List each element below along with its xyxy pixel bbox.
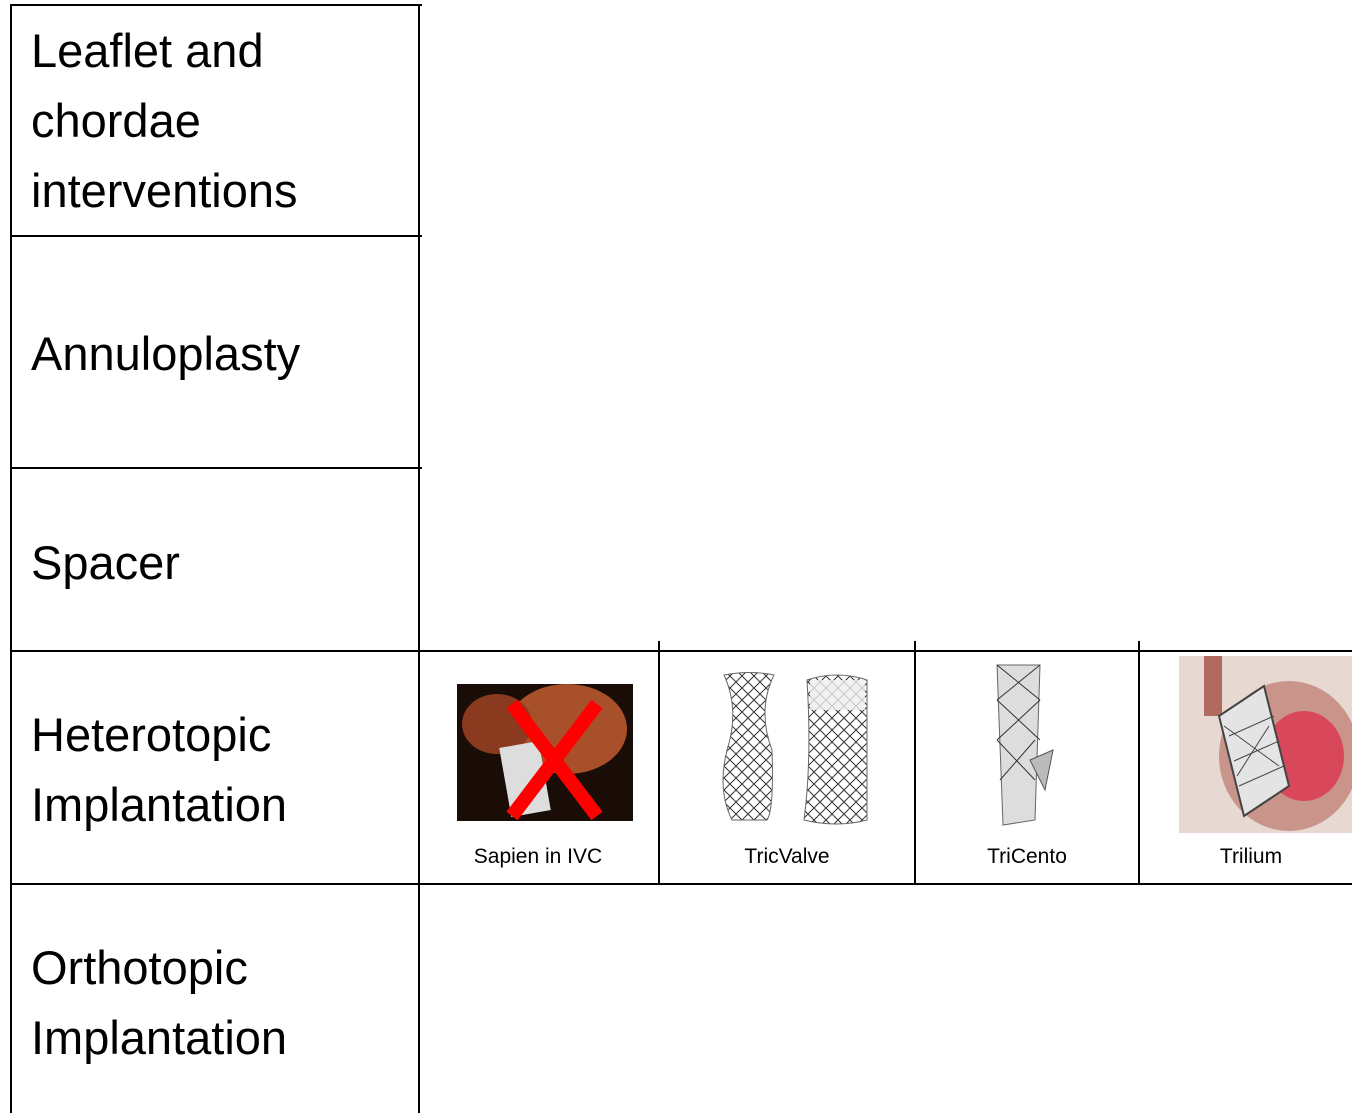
row-label: Heterotopic Implantation <box>31 708 288 831</box>
row-label: Annuloplasty <box>31 327 301 380</box>
device-caption: Sapien in IVC <box>473 845 603 868</box>
device-caption: Trilium <box>1219 845 1283 868</box>
device-caption: TricValve <box>744 845 830 868</box>
device-image <box>996 664 1054 826</box>
border <box>10 235 422 237</box>
border <box>418 5 420 1113</box>
border <box>914 641 916 884</box>
row-label: Leaflet and chordae interventions <box>31 24 298 217</box>
row-label: Spacer <box>31 535 180 589</box>
border <box>10 4 422 6</box>
border <box>10 467 422 469</box>
border <box>658 641 660 884</box>
device-image <box>722 672 868 825</box>
row-label: Orthotopic Implantation <box>31 941 288 1064</box>
border <box>10 883 1352 885</box>
border <box>10 650 1352 652</box>
device-caption: TriCento <box>987 845 1067 868</box>
device-image <box>1179 656 1352 833</box>
border <box>1138 641 1140 884</box>
device-image <box>457 684 633 821</box>
border <box>10 5 12 1113</box>
